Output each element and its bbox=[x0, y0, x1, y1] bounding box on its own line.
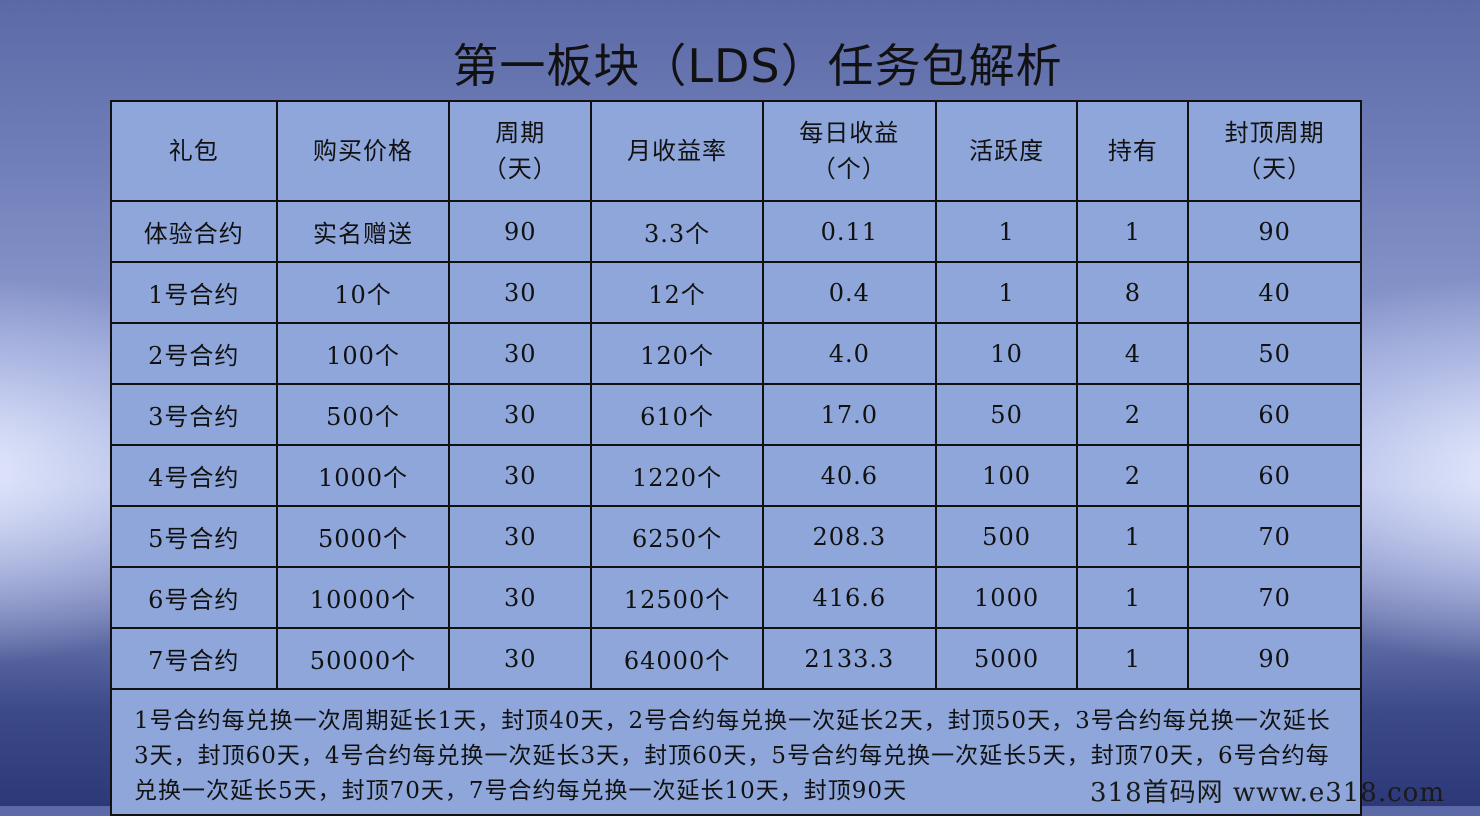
cell-package: 4号合约 bbox=[110, 444, 278, 507]
cell-monthly-yield: 6250个 bbox=[590, 505, 764, 568]
cell-package: 2号合约 bbox=[110, 322, 278, 385]
header-cap-period: 封顶周期 （天） bbox=[1187, 100, 1362, 202]
cell-monthly-yield: 120个 bbox=[590, 322, 764, 385]
cell-cap-period: 90 bbox=[1187, 627, 1362, 690]
cell-daily-yield: 17.0 bbox=[761, 383, 937, 446]
cell-activity: 10 bbox=[934, 322, 1079, 385]
cell-monthly-yield: 12500个 bbox=[590, 566, 764, 629]
cell-daily-yield: 416.6 bbox=[761, 566, 937, 629]
cell-daily-yield: 208.3 bbox=[761, 505, 937, 568]
cell-cap-period: 60 bbox=[1187, 383, 1362, 446]
cell-activity: 500 bbox=[934, 505, 1079, 568]
cell-price: 10000个 bbox=[275, 566, 451, 629]
cell-period: 30 bbox=[448, 322, 593, 385]
cell-monthly-yield: 1220个 bbox=[590, 444, 764, 507]
table-row: 2号合约 100个 30 120个 4.0 10 4 50 bbox=[110, 322, 1362, 385]
header-price: 购买价格 bbox=[275, 100, 451, 202]
cell-price: 50000个 bbox=[275, 627, 451, 690]
note-row: 1号合约每兑换一次周期延长1天，封顶40天，2号合约每兑换一次延长2天，封顶50… bbox=[110, 688, 1362, 816]
cell-price: 1000个 bbox=[275, 444, 451, 507]
cell-holding: 4 bbox=[1076, 322, 1190, 385]
cell-holding: 2 bbox=[1076, 383, 1190, 446]
note-text: 1号合约每兑换一次周期延长1天，封顶40天，2号合约每兑换一次延长2天，封顶50… bbox=[110, 688, 1362, 816]
cell-cap-period: 40 bbox=[1187, 261, 1362, 324]
cell-package: 3号合约 bbox=[110, 383, 278, 446]
cell-daily-yield: 0.11 bbox=[761, 200, 937, 263]
header-monthly-yield: 月收益率 bbox=[590, 100, 764, 202]
table-row: 4号合约 1000个 30 1220个 40.6 100 2 60 bbox=[110, 444, 1362, 507]
cell-period: 30 bbox=[448, 505, 593, 568]
cell-monthly-yield: 3.3个 bbox=[590, 200, 764, 263]
cell-monthly-yield: 12个 bbox=[590, 261, 764, 324]
cell-cap-period: 70 bbox=[1187, 505, 1362, 568]
cell-monthly-yield: 610个 bbox=[590, 383, 764, 446]
cell-daily-yield: 0.4 bbox=[761, 261, 937, 324]
cell-period: 30 bbox=[448, 627, 593, 690]
cell-activity: 1 bbox=[934, 200, 1079, 263]
cell-holding: 1 bbox=[1076, 505, 1190, 568]
cell-price: 10个 bbox=[275, 261, 451, 324]
cell-holding: 1 bbox=[1076, 566, 1190, 629]
header-daily-yield: 每日收益 （个） bbox=[761, 100, 937, 202]
header-period: 周期 （天） bbox=[448, 100, 593, 202]
table-row: 3号合约 500个 30 610个 17.0 50 2 60 bbox=[110, 383, 1362, 446]
cell-activity: 50 bbox=[934, 383, 1079, 446]
cell-cap-period: 90 bbox=[1187, 200, 1362, 263]
watermark: 318首码网 www.e318.com bbox=[1090, 778, 1445, 808]
cell-daily-yield: 40.6 bbox=[761, 444, 937, 507]
cell-package: 体验合约 bbox=[110, 200, 278, 263]
cell-package: 1号合约 bbox=[110, 261, 278, 324]
header-row: 礼包 购买价格 周期 （天） 月收益率 每日收益 （个） 活跃度 持有 封顶周期… bbox=[110, 100, 1362, 202]
table-row: 7号合约 50000个 30 64000个 2133.3 5000 1 90 bbox=[110, 627, 1362, 690]
table-row: 5号合约 5000个 30 6250个 208.3 500 1 70 bbox=[110, 505, 1362, 568]
cell-activity: 5000 bbox=[934, 627, 1079, 690]
contract-table: 礼包 购买价格 周期 （天） 月收益率 每日收益 （个） 活跃度 持有 封顶周期… bbox=[110, 100, 1362, 816]
cell-activity: 1000 bbox=[934, 566, 1079, 629]
cell-period: 30 bbox=[448, 261, 593, 324]
header-activity: 活跃度 bbox=[934, 100, 1079, 202]
cell-price: 100个 bbox=[275, 322, 451, 385]
cell-activity: 1 bbox=[934, 261, 1079, 324]
cell-period: 30 bbox=[448, 383, 593, 446]
cell-period: 30 bbox=[448, 566, 593, 629]
cell-package: 7号合约 bbox=[110, 627, 278, 690]
cell-package: 5号合约 bbox=[110, 505, 278, 568]
cell-holding: 2 bbox=[1076, 444, 1190, 507]
cell-cap-period: 70 bbox=[1187, 566, 1362, 629]
header-package: 礼包 bbox=[110, 100, 278, 202]
cell-daily-yield: 4.0 bbox=[761, 322, 937, 385]
cell-holding: 1 bbox=[1076, 200, 1190, 263]
cell-price: 500个 bbox=[275, 383, 451, 446]
cell-period: 30 bbox=[448, 444, 593, 507]
cell-price: 实名赠送 bbox=[275, 200, 451, 263]
table-row: 体验合约 实名赠送 90 3.3个 0.11 1 1 90 bbox=[110, 200, 1362, 263]
cell-holding: 8 bbox=[1076, 261, 1190, 324]
cell-holding: 1 bbox=[1076, 627, 1190, 690]
cell-daily-yield: 2133.3 bbox=[761, 627, 937, 690]
page-title: 第一板块（LDS）任务包解析 bbox=[452, 39, 1063, 93]
cell-period: 90 bbox=[448, 200, 593, 263]
cell-cap-period: 60 bbox=[1187, 444, 1362, 507]
cell-cap-period: 50 bbox=[1187, 322, 1362, 385]
table-row: 1号合约 10个 30 12个 0.4 1 8 40 bbox=[110, 261, 1362, 324]
cell-price: 5000个 bbox=[275, 505, 451, 568]
cell-activity: 100 bbox=[934, 444, 1079, 507]
cell-monthly-yield: 64000个 bbox=[590, 627, 764, 690]
header-holding: 持有 bbox=[1076, 100, 1190, 202]
table-row: 6号合约 10000个 30 12500个 416.6 1000 1 70 bbox=[110, 566, 1362, 629]
cell-package: 6号合约 bbox=[110, 566, 278, 629]
